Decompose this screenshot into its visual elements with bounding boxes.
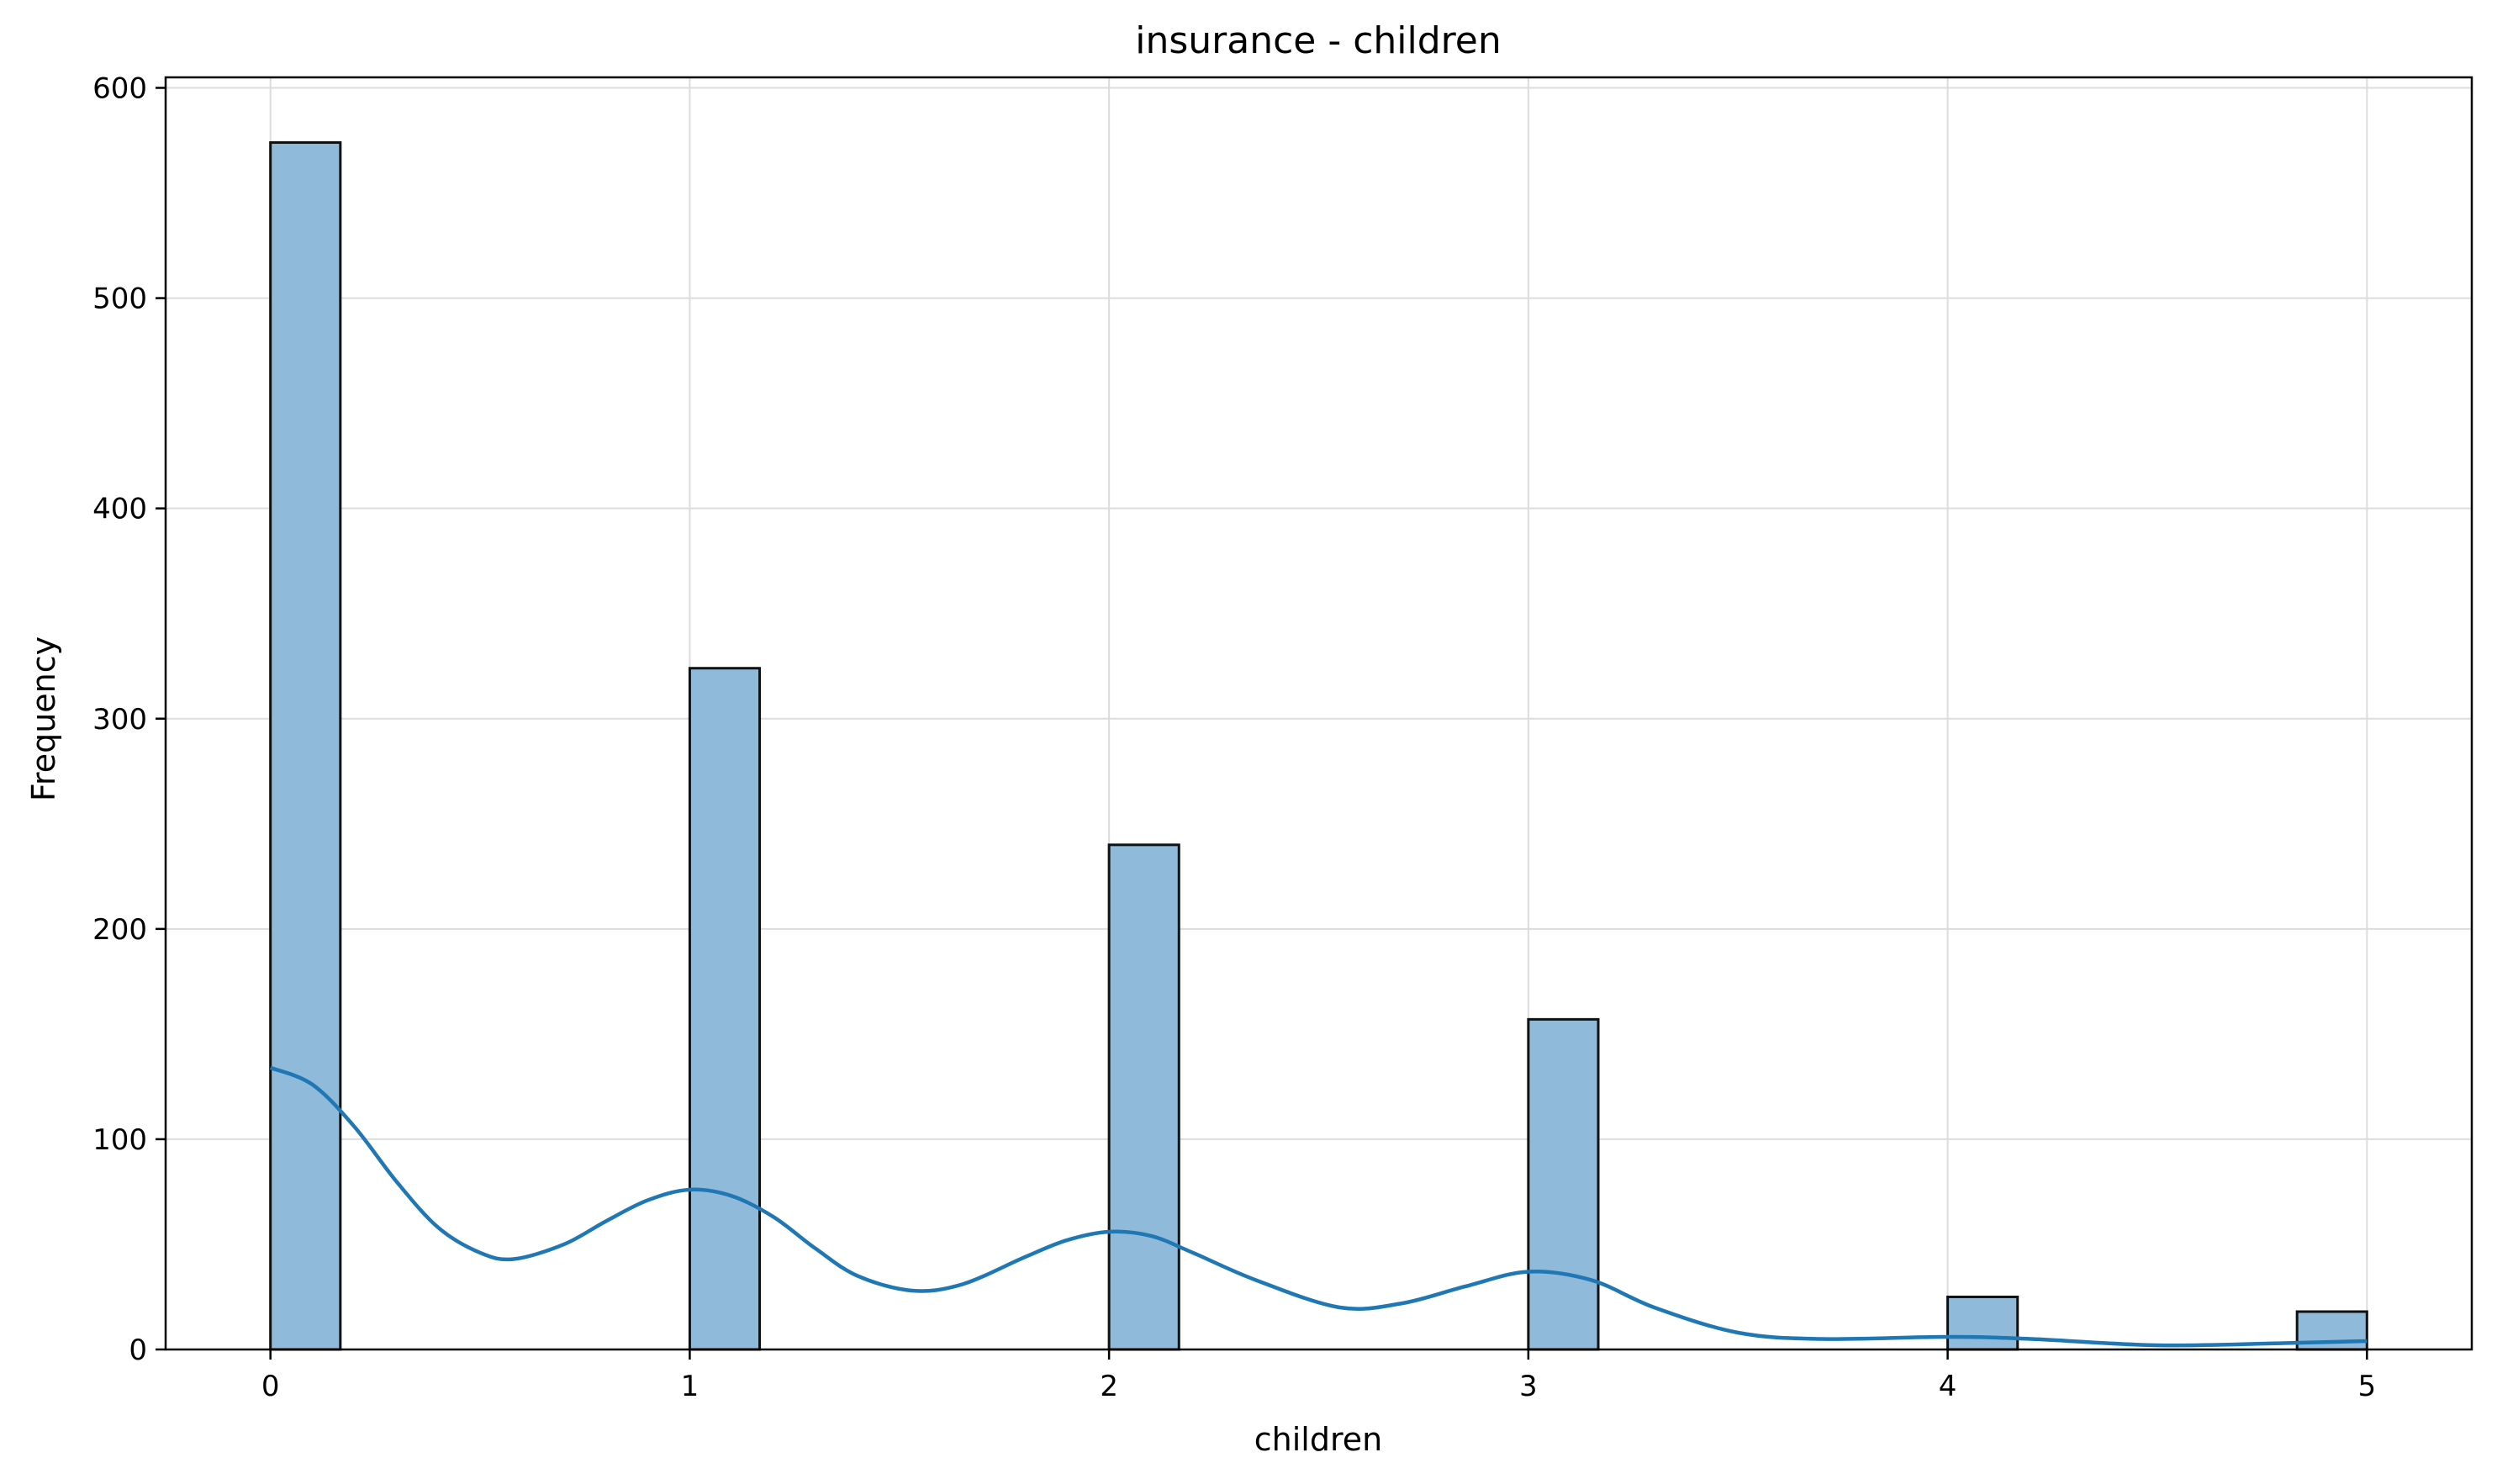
y-tick-label: 400 xyxy=(92,493,147,526)
kde-line xyxy=(269,1065,2368,1348)
grid-layer xyxy=(166,77,2472,1350)
x-tick-label: 5 xyxy=(2357,1370,2376,1403)
histogram-bar xyxy=(1946,1295,2019,1351)
histogram-bar xyxy=(1527,1017,1600,1351)
y-tick-label: 500 xyxy=(92,283,147,316)
histogram-bar xyxy=(688,667,762,1351)
kde-layer xyxy=(269,1065,2368,1348)
chart-title: insurance - children xyxy=(1135,19,1502,62)
y-tick-label: 100 xyxy=(92,1123,147,1157)
y-tick-label: 600 xyxy=(92,72,147,106)
x-tick-label: 1 xyxy=(681,1370,699,1403)
x-tick-label: 0 xyxy=(261,1370,280,1403)
y-axis-title: Frequency xyxy=(25,636,62,801)
x-axis-title: children xyxy=(1254,1421,1382,1458)
y-tick-label: 0 xyxy=(129,1333,147,1367)
bar-layer xyxy=(269,141,2368,1351)
y-tick-label: 200 xyxy=(92,913,147,947)
y-tick-label: 300 xyxy=(92,703,147,737)
plot-frame xyxy=(164,76,2473,1351)
x-tick-label: 3 xyxy=(1519,1370,1538,1403)
histogram-bar xyxy=(269,141,342,1351)
tick-layer: 0 1 2 3 4 5 0 100 200 300 400 500 600 xyxy=(92,72,2376,1403)
histogram-bar xyxy=(1107,843,1180,1351)
x-tick-label: 2 xyxy=(1100,1370,1118,1403)
x-tick-label: 4 xyxy=(1939,1370,1957,1403)
